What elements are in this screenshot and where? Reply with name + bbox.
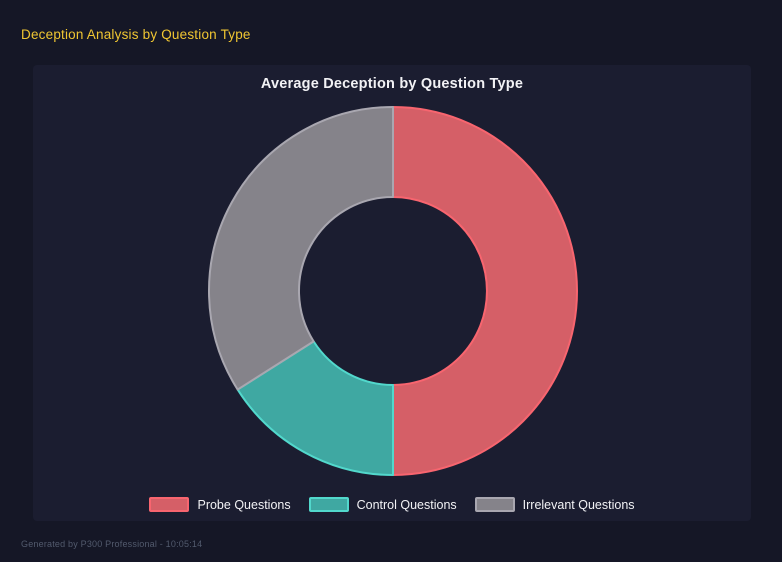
legend-swatch-control-questions <box>308 497 349 512</box>
donut-segment-probe-questions[interactable] <box>392 106 578 476</box>
legend-item-control-questions[interactable]: Control Questions <box>308 497 457 512</box>
page-title: Deception Analysis by Question Type <box>21 27 251 42</box>
donut-segment-control-questions[interactable] <box>236 340 394 476</box>
legend-item-probe-questions[interactable]: Probe Questions <box>149 497 291 512</box>
donut-chart[interactable] <box>198 96 588 486</box>
legend-swatch-irrelevant-questions <box>474 497 515 512</box>
footer-note: Generated by P300 Professional - 10:05:1… <box>21 539 203 549</box>
chart-title: Average Deception by Question Type <box>260 76 524 92</box>
chart-legend: Probe Questions Control Questions Irreleva… <box>33 497 751 512</box>
chart-card: Average Deception by Question Type Probe… <box>33 65 751 521</box>
legend-swatch-probe-questions <box>149 497 190 512</box>
donut-segment-irrelevant-questions[interactable] <box>208 106 394 391</box>
legend-label-irrelevant-questions: Irrelevant Questions <box>522 497 635 512</box>
legend-label-probe-questions: Probe Questions <box>197 497 291 512</box>
legend-item-irrelevant-questions[interactable]: Irrelevant Questions <box>474 497 635 512</box>
legend-label-control-questions: Control Questions <box>356 497 457 512</box>
